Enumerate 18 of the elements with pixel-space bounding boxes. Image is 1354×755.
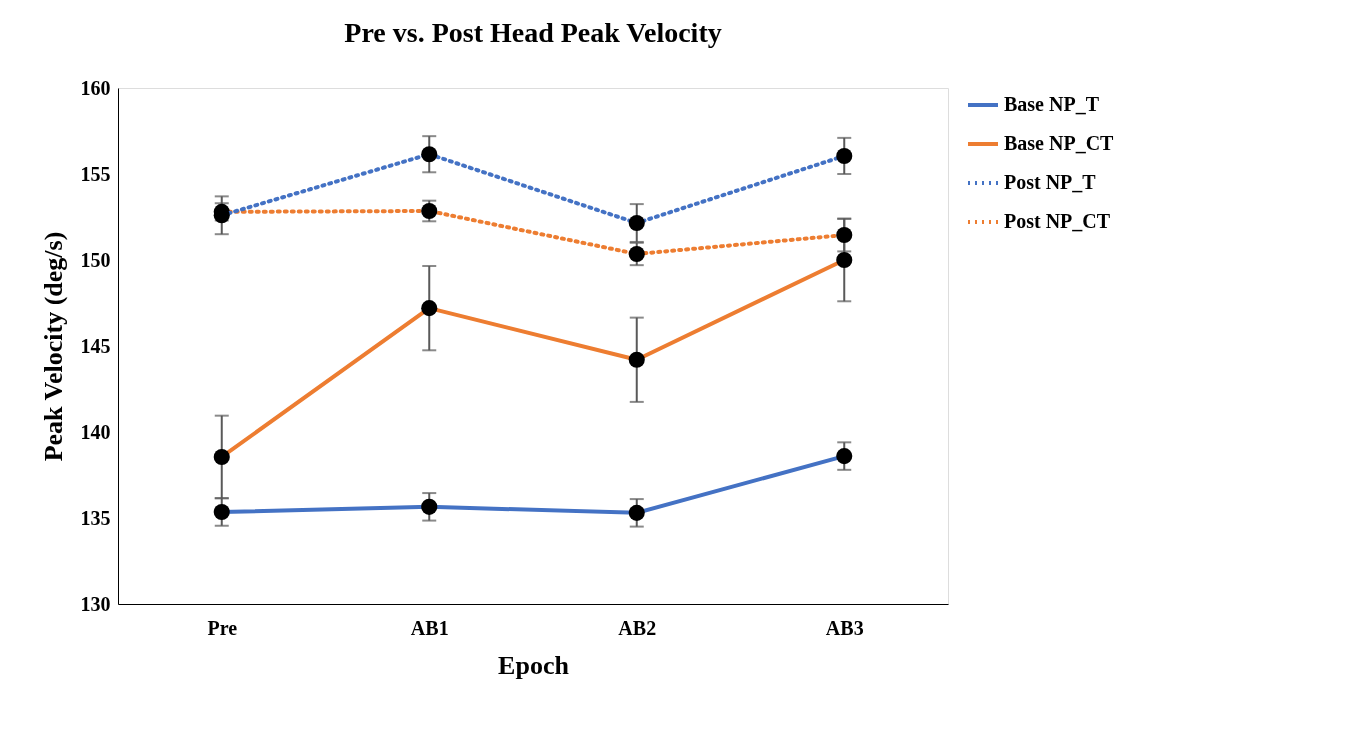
- x-axis-title: Epoch: [498, 650, 570, 680]
- y-axis-title: Peak Velocity (deg/s): [38, 231, 68, 462]
- legend-label: Base NP_T: [1004, 93, 1100, 115]
- legend-label: Base NP_CT: [1004, 132, 1115, 154]
- y-tick-label: 140: [80, 420, 111, 443]
- y-tick-label: 150: [80, 248, 111, 271]
- x-tick-label: AB3: [825, 616, 864, 639]
- legend-label: Post NP_T: [1004, 171, 1097, 193]
- y-tick-label: 155: [80, 162, 111, 185]
- x-tick-label: AB1: [410, 616, 449, 639]
- y-tick-label: 130: [80, 592, 111, 615]
- x-tick-label: Pre: [207, 616, 238, 639]
- x-tick-label: AB2: [618, 616, 657, 639]
- legend-label: Post NP_CT: [1004, 210, 1111, 232]
- y-tick-label: 145: [80, 334, 111, 357]
- chart-title: Pre vs. Post Head Peak Velocity: [344, 17, 722, 48]
- y-tick-label: 160: [80, 76, 111, 99]
- y-tick-label: 135: [80, 506, 111, 529]
